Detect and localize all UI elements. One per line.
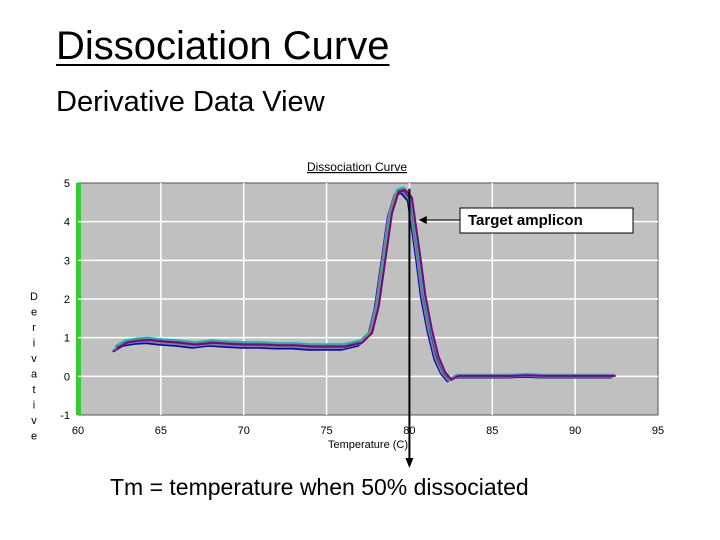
tm-marker-arrowhead bbox=[405, 458, 414, 468]
slide-title: Dissociation Curve bbox=[56, 24, 390, 68]
x-tick-label: 90 bbox=[569, 425, 581, 437]
y-tick-label: 2 bbox=[64, 294, 70, 306]
y-tick-label: 5 bbox=[64, 178, 70, 190]
chart-title: Dissociation Curve bbox=[307, 160, 407, 174]
y-tick-label: 1 bbox=[64, 333, 70, 345]
x-tick-label: 95 bbox=[652, 425, 664, 437]
series-line-well-6 bbox=[116, 189, 616, 381]
annotation-label: Target amplicon bbox=[468, 212, 583, 229]
x-tick-label: 70 bbox=[238, 425, 250, 437]
x-axis-label: Temperature (C) bbox=[328, 439, 408, 451]
x-tick-label: 85 bbox=[486, 425, 498, 437]
slide-subtitle: Derivative Data View bbox=[56, 86, 325, 118]
footer-note: Tm = temperature when 50% dissociated bbox=[110, 474, 529, 500]
y-tick-label: 0 bbox=[64, 371, 70, 383]
y-tick-label: 3 bbox=[64, 255, 70, 267]
x-tick-label: 60 bbox=[72, 425, 84, 437]
y-tick-label: -1 bbox=[60, 410, 70, 422]
y-tick-label: 4 bbox=[64, 217, 70, 229]
x-tick-label: 75 bbox=[320, 425, 332, 437]
x-tick-label: 65 bbox=[155, 425, 167, 437]
annotation-arrowhead bbox=[418, 216, 427, 224]
